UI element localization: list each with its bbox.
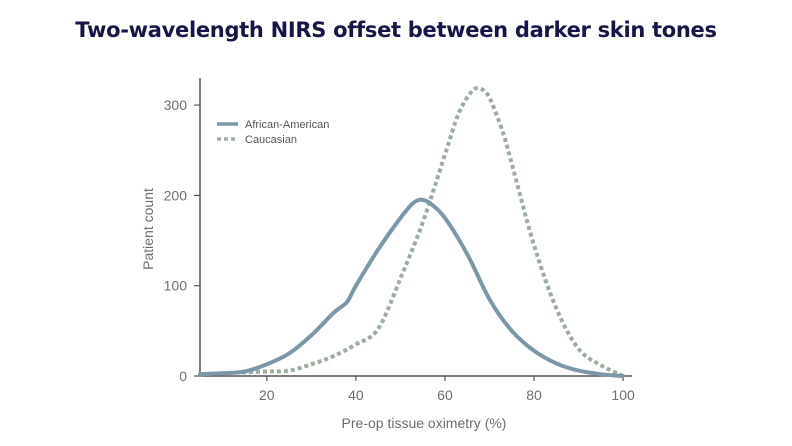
series-lines [198, 86, 626, 378]
tick-labels: 20 40 60 80 100 0 100 200 300 [164, 97, 635, 403]
series-line-caucasian [199, 86, 624, 378]
y-tick-label: 200 [164, 187, 188, 203]
y-tick-label: 100 [164, 278, 188, 294]
axes [194, 78, 632, 381]
x-tick-label: 60 [437, 387, 453, 403]
chart-title: Two-wavelength NIRS offset between darke… [75, 18, 717, 42]
x-tick-label: 40 [348, 387, 364, 403]
legend: African-American Caucasian [217, 119, 329, 146]
legend-label-caucasian: Caucasian [245, 134, 297, 146]
x-axis-label: Pre-op tissue oximetry (%) [342, 415, 507, 431]
y-tick-label: 0 [179, 368, 187, 384]
x-tick-label: 20 [259, 387, 275, 403]
series-line-african-american [198, 197, 626, 378]
legend-label-african-american: African-American [245, 119, 329, 131]
y-axis-label: Patient count [140, 188, 156, 270]
y-tick-label: 300 [164, 97, 188, 113]
x-tick-label: 80 [526, 387, 542, 403]
x-tick-label: 100 [611, 387, 635, 403]
